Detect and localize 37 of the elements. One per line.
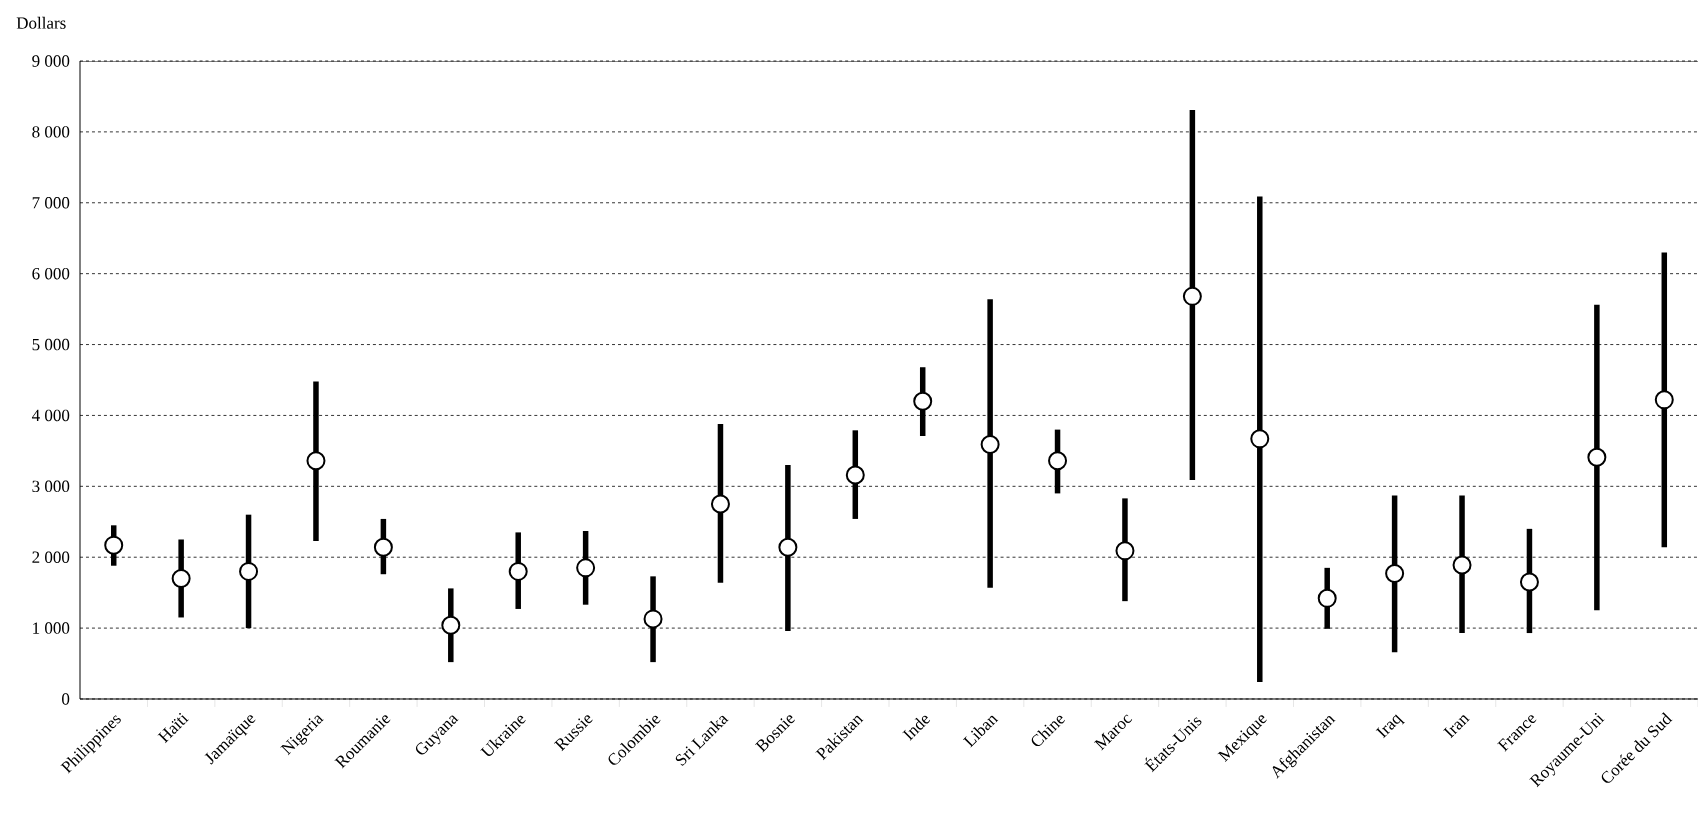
point: [913, 391, 933, 411]
point: [373, 537, 393, 557]
x-tick-label: Inde: [902, 715, 931, 741]
point: [1115, 541, 1135, 561]
point: [643, 609, 663, 629]
point: [104, 535, 124, 555]
point: [1452, 555, 1472, 575]
point: [441, 615, 461, 635]
point: [1048, 451, 1068, 471]
y-tick-label: 6 000: [32, 267, 70, 280]
y-tick-label: 9 000: [32, 55, 70, 67]
point: [1317, 588, 1337, 608]
point: [1182, 286, 1202, 306]
point: [980, 435, 1000, 454]
point: [171, 568, 191, 588]
x-tick-label: Iraq: [1375, 714, 1405, 739]
point: [306, 451, 326, 471]
point: [845, 465, 865, 485]
y-tick-label: 3 000: [32, 480, 70, 493]
y-tick-label: 0: [62, 693, 70, 705]
point: [1385, 564, 1405, 584]
point: [239, 561, 259, 581]
x-tick-label: Iran: [1443, 715, 1470, 739]
y-tick-label: 1 000: [33, 622, 70, 634]
point: [576, 558, 596, 578]
point: [710, 494, 730, 514]
y-axis-title: Dollars: [16, 16, 66, 29]
y-tick-label: 2 000: [32, 551, 70, 563]
point: [508, 561, 528, 581]
y-tick-label: 7 000: [32, 197, 70, 209]
y-tick-label: 4 000: [31, 409, 70, 422]
point: [1587, 447, 1607, 467]
point: [1519, 572, 1539, 592]
y-tick-label: 8 000: [32, 126, 70, 138]
point: [1250, 429, 1270, 449]
point: [778, 537, 798, 557]
y-tick-label: 5 000: [32, 338, 70, 351]
